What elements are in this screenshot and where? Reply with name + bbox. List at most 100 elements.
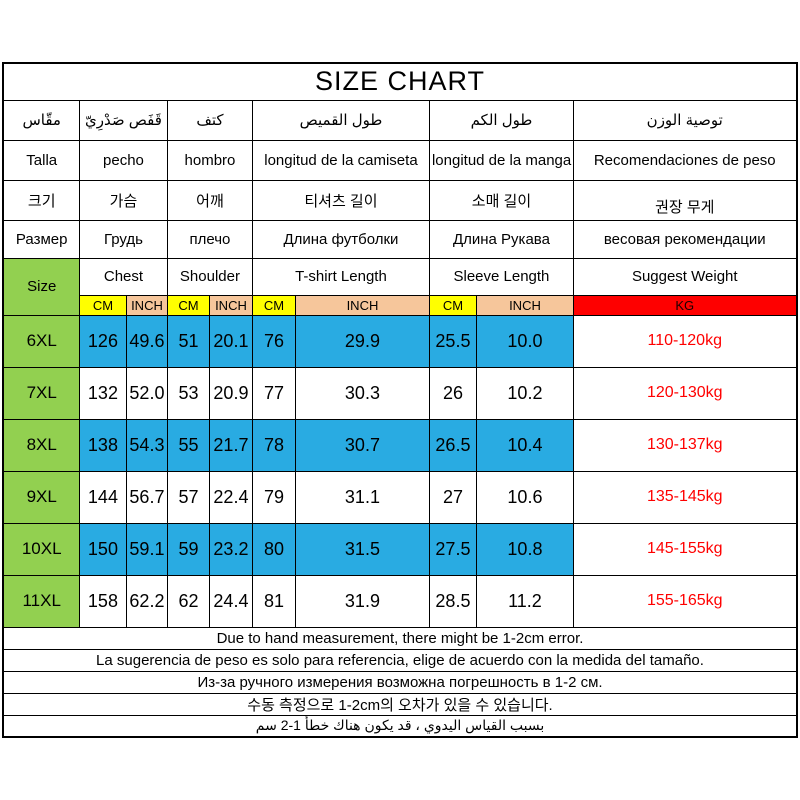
note-russian: Из-за ручного измерения возможна погрешн… <box>2 670 798 694</box>
sleeve-inch-value: 11.2 <box>475 574 574 628</box>
note-row-korean: 수동 측정으로 1-2cm의 오차가 있을 수 있습니다. <box>2 692 798 716</box>
shoulder-inch-value: 23.2 <box>208 522 253 576</box>
unit-sleeve-inch: INCH <box>475 294 574 316</box>
header-arabic-weight: توصية الوزن <box>572 99 798 141</box>
header-english-size: Size <box>2 257 80 316</box>
size-label: 7XL <box>2 366 80 420</box>
table-row-8xl: 8XL 138 54.3 55 21.7 78 30.7 26.5 10.4 1… <box>2 418 798 472</box>
header-spanish-size: Talla <box>2 139 80 181</box>
chest-cm-value: 158 <box>78 574 127 628</box>
units-row: CM INCH CM INCH CM INCH CM INCH KG <box>3 294 798 316</box>
unit-sleeve-cm: CM <box>428 294 477 316</box>
header-spanish-sleeve: longitud de la manga <box>428 139 574 181</box>
shoulder-cm-value: 57 <box>166 470 210 524</box>
shoulder-inch-value: 22.4 <box>208 470 253 524</box>
header-row-english: Size Chest Shoulder T-shirt Length Sleev… <box>2 257 798 316</box>
unit-shoulder-cm: CM <box>166 294 210 316</box>
header-russian-weight: весовая рекомендации <box>572 219 798 259</box>
tshirt-cm-value: 80 <box>251 522 296 576</box>
title-row: SIZE CHART <box>2 62 798 101</box>
header-english-chest: Chest <box>78 257 168 296</box>
unit-tshirt-inch: INCH <box>294 294 430 316</box>
header-korean-size: 크기 <box>2 179 80 221</box>
header-row-russian: Размер Грудь плечо Длина футболки Длина … <box>2 219 798 259</box>
chest-inch-value: 52.0 <box>125 366 168 420</box>
tshirt-inch-value: 31.1 <box>294 470 430 524</box>
shoulder-cm-value: 53 <box>166 366 210 420</box>
note-row-arabic: بسبب القياس اليدوي ، قد يكون هناك خطأ 1-… <box>2 714 798 738</box>
header-english-tshirt: T-shirt Length <box>251 257 430 296</box>
shoulder-inch-value: 24.4 <box>208 574 253 628</box>
note-korean: 수동 측정으로 1-2cm의 오차가 있을 수 있습니다. <box>2 692 798 716</box>
chest-cm-value: 138 <box>78 418 127 472</box>
header-arabic-chest: قَفَص صَدْرِيّ <box>78 99 168 141</box>
tshirt-inch-value: 29.9 <box>294 314 430 368</box>
size-label: 6XL <box>2 314 80 368</box>
note-arabic: بسبب القياس اليدوي ، قد يكون هناك خطأ 1-… <box>2 714 798 738</box>
header-spanish-chest: pecho <box>78 139 168 181</box>
table-row-6xl: 6XL 126 49.6 51 20.1 76 29.9 25.5 10.0 1… <box>2 314 798 368</box>
tshirt-cm-value: 76 <box>251 314 296 368</box>
header-english-sleeve: Sleeve Length <box>428 257 574 296</box>
shoulder-cm-value: 62 <box>166 574 210 628</box>
chest-inch-value: 62.2 <box>125 574 168 628</box>
weight-value: 135-145kg <box>572 470 798 524</box>
note-row-russian: Из-за ручного измерения возможна погрешн… <box>2 670 798 694</box>
header-row-spanish: Talla pecho hombro longitud de la camise… <box>2 139 798 181</box>
weight-value: 155-165kg <box>572 574 798 628</box>
table-row-11xl: 11XL 158 62.2 62 24.4 81 31.9 28.5 11.2 … <box>2 574 798 628</box>
shoulder-cm-value: 59 <box>166 522 210 576</box>
table-row-7xl: 7XL 132 52.0 53 20.9 77 30.3 26 10.2 120… <box>2 366 798 420</box>
sleeve-inch-value: 10.6 <box>475 470 574 524</box>
tshirt-inch-value: 31.5 <box>294 522 430 576</box>
tshirt-cm-value: 79 <box>251 470 296 524</box>
unit-tshirt-cm: CM <box>251 294 296 316</box>
header-russian-tshirt: Длина футболки <box>251 219 430 259</box>
header-arabic-sleeve: طول الكم <box>428 99 574 141</box>
tshirt-inch-value: 30.7 <box>294 418 430 472</box>
header-arabic-size: مقّاس <box>2 99 80 141</box>
sleeve-inch-value: 10.4 <box>475 418 574 472</box>
header-arabic-shoulder: كتف <box>166 99 253 141</box>
unit-chest-inch: INCH <box>125 294 168 316</box>
chest-inch-value: 59.1 <box>125 522 168 576</box>
chest-cm-value: 126 <box>78 314 127 368</box>
note-row-english: Due to hand measurement, there might be … <box>2 626 798 650</box>
header-english-shoulder: Shoulder <box>166 257 253 296</box>
header-row-arabic: مقّاس قَفَص صَدْرِيّ كتف طول القميص طول … <box>2 99 798 141</box>
tshirt-inch-value: 30.3 <box>294 366 430 420</box>
sleeve-inch-value: 10.2 <box>475 366 574 420</box>
table-row-9xl: 9XL 144 56.7 57 22.4 79 31.1 27 10.6 135… <box>2 470 798 524</box>
chest-inch-value: 54.3 <box>125 418 168 472</box>
size-label: 10XL <box>2 522 80 576</box>
size-label: 11XL <box>2 574 80 628</box>
shoulder-cm-value: 51 <box>166 314 210 368</box>
header-korean-chest: 가슴 <box>78 179 168 221</box>
table-row-10xl: 10XL 150 59.1 59 23.2 80 31.5 27.5 10.8 … <box>2 522 798 576</box>
header-russian-shoulder: плечо <box>166 219 253 259</box>
tshirt-inch-value: 31.9 <box>294 574 430 628</box>
sleeve-cm-value: 28.5 <box>428 574 477 628</box>
header-english-weight: Suggest Weight <box>572 257 798 296</box>
header-korean-tshirt: 티셔츠 길이 <box>251 179 430 221</box>
sleeve-cm-value: 26.5 <box>428 418 477 472</box>
size-label: 9XL <box>2 470 80 524</box>
weight-value: 130-137kg <box>572 418 798 472</box>
header-spanish-weight: Recomendaciones de peso <box>572 139 798 181</box>
chest-inch-value: 49.6 <box>125 314 168 368</box>
tshirt-cm-value: 77 <box>251 366 296 420</box>
chest-inch-value: 56.7 <box>125 470 168 524</box>
note-row-spanish: La sugerencia de peso es solo para refer… <box>2 648 798 672</box>
unit-weight-kg: KG <box>572 294 798 316</box>
header-russian-size: Размер <box>2 219 80 259</box>
header-korean-sleeve: 소매 길이 <box>428 179 574 221</box>
size-chart-table: SIZE CHART مقّاس قَفَص صَدْرِيّ كتف طول … <box>2 62 798 738</box>
shoulder-inch-value: 21.7 <box>208 418 253 472</box>
header-russian-sleeve: Длина Рукава <box>428 219 574 259</box>
header-korean-weight: 권장 무게 <box>572 179 798 221</box>
unit-shoulder-inch: INCH <box>208 294 253 316</box>
shoulder-inch-value: 20.9 <box>208 366 253 420</box>
header-spanish-shoulder: hombro <box>166 139 253 181</box>
tshirt-cm-value: 78 <box>251 418 296 472</box>
